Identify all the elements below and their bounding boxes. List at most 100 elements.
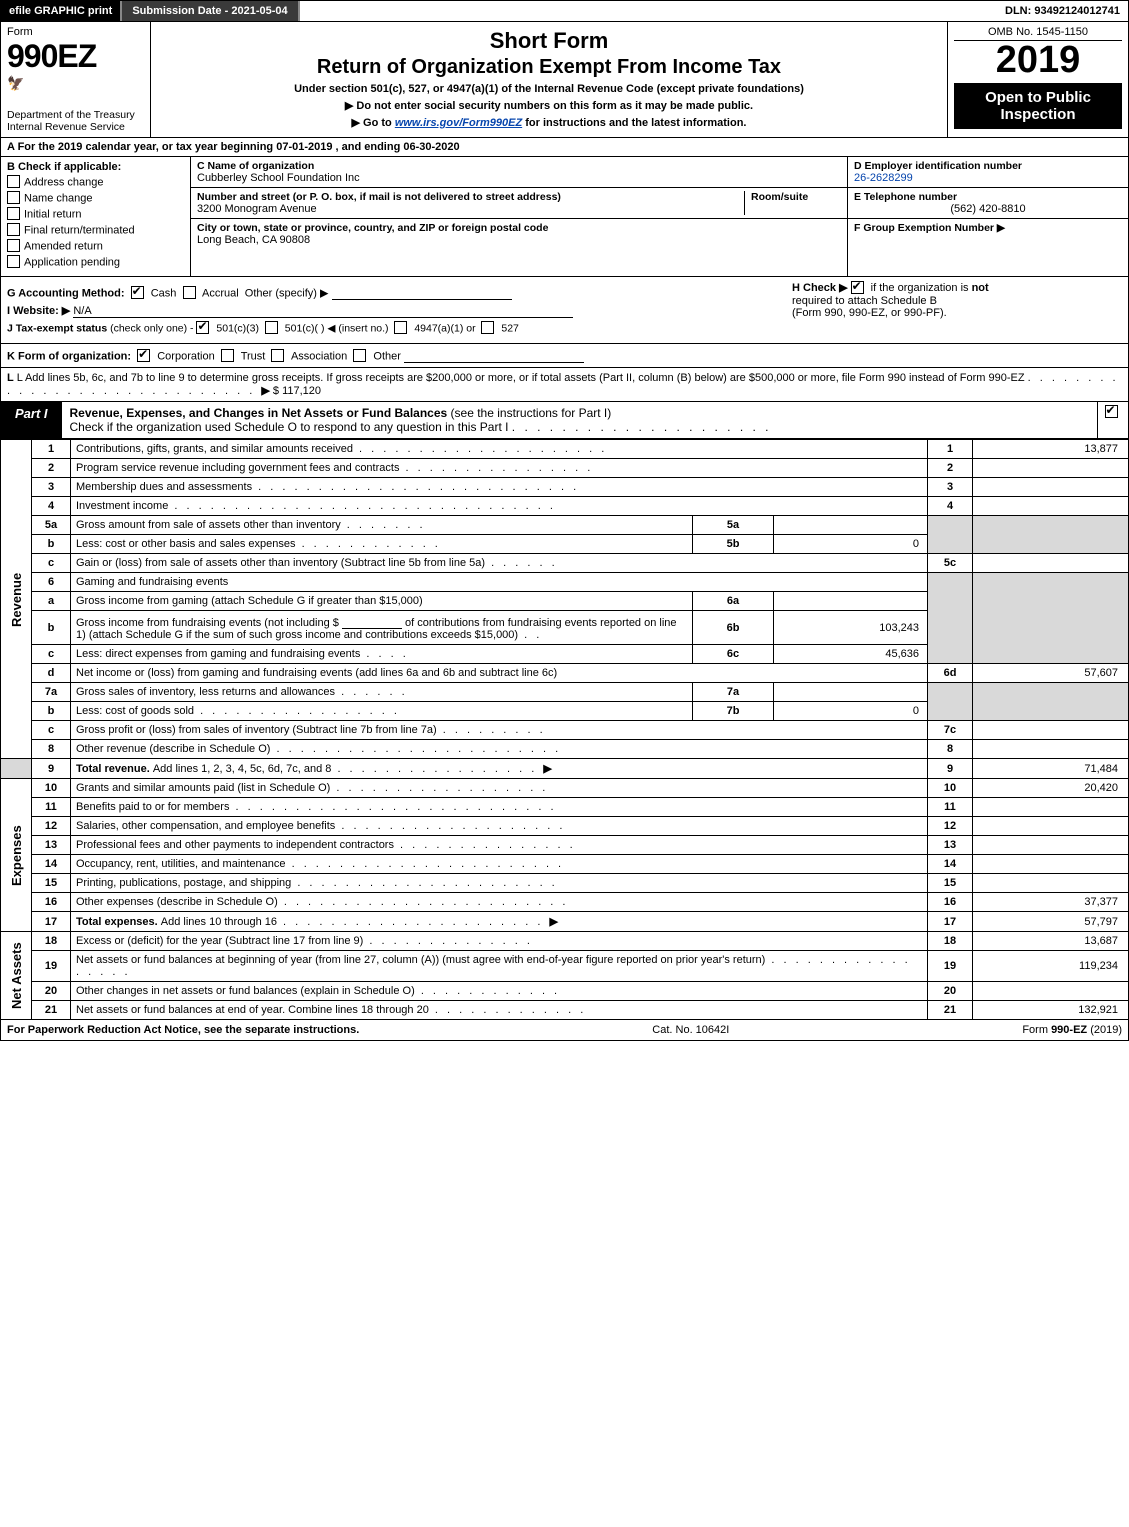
row-6d: d Net income or (loss) from gaming and f… <box>1 664 1129 683</box>
n8: 8 <box>32 740 71 759</box>
check-4947[interactable] <box>394 321 407 334</box>
n6b: b <box>32 611 71 645</box>
efile-graphic: GRAPHIC <box>34 5 85 17</box>
check-527[interactable] <box>481 321 494 334</box>
shade-7b <box>973 683 1129 721</box>
section-def: D Employer identification number 26-2628… <box>848 157 1128 276</box>
check-initial-return[interactable] <box>7 207 20 220</box>
amt5c <box>973 554 1129 573</box>
b-label: B Check if applicable: <box>7 161 121 173</box>
row-17: 17 Total expenses. Add lines 10 through … <box>1 912 1129 932</box>
submission-date: 2021-05-04 <box>231 5 287 17</box>
val6b: 103,243 <box>774 611 928 645</box>
shade-6b <box>973 573 1129 664</box>
d6d: Net income or (loss) from gaming and fun… <box>76 667 557 679</box>
j-527-label: 527 <box>501 322 519 334</box>
g-other-field[interactable] <box>332 285 512 300</box>
row-19: 19 Net assets or fund balances at beginn… <box>1 951 1129 982</box>
check-address-change[interactable] <box>7 175 20 188</box>
row-3: 3 Membership dues and assessments . . . … <box>1 478 1129 497</box>
check-schedule-o[interactable] <box>1105 405 1118 418</box>
check-corporation[interactable] <box>137 349 150 362</box>
j-501c3-label: 501(c)(3) <box>216 322 259 334</box>
check-amended-return[interactable] <box>7 239 20 252</box>
ein-value[interactable]: 26-2628299 <box>854 172 913 184</box>
ln5c: 5c <box>928 554 973 573</box>
row-5c: c Gain or (loss) from sale of assets oth… <box>1 554 1129 573</box>
amt15 <box>973 874 1129 893</box>
amt12 <box>973 817 1129 836</box>
k-other-field[interactable] <box>404 348 584 363</box>
n5a: 5a <box>32 516 71 535</box>
org-name: Cubberley School Foundation Inc <box>197 172 360 184</box>
d7a: Gross sales of inventory, less returns a… <box>76 686 335 698</box>
row-4: 4 Investment income . . . . . . . . . . … <box>1 497 1129 516</box>
n11: 11 <box>32 798 71 817</box>
check-501c[interactable] <box>265 321 278 334</box>
n6c: c <box>32 645 71 664</box>
row-15: 15 Printing, publications, postage, and … <box>1 874 1129 893</box>
amt4 <box>973 497 1129 516</box>
d6c: Less: direct expenses from gaming and fu… <box>76 648 360 660</box>
val5a <box>774 516 928 535</box>
c-label: C Name of organization <box>197 160 314 172</box>
part1-title: Revenue, Expenses, and Changes in Net As… <box>62 402 1097 438</box>
d17: Total expenses. <box>76 916 161 928</box>
j-501c-label: 501(c)( ) <box>285 322 325 334</box>
shade-5 <box>928 516 973 554</box>
phone-value: (562) 420-8810 <box>854 203 1122 215</box>
check-h[interactable] <box>851 281 864 294</box>
d4: Investment income <box>76 500 168 512</box>
part1-title-rest: (see the instructions for Part I) <box>451 406 612 420</box>
j-hint: (check only one) - <box>110 322 196 334</box>
check-accrual[interactable] <box>183 286 196 299</box>
d1: Contributions, gifts, grants, and simila… <box>76 443 353 455</box>
f-label: F Group Exemption Number ▶ <box>854 222 1005 234</box>
check-final-return[interactable] <box>7 223 20 236</box>
ln12: 12 <box>928 817 973 836</box>
j-label: J Tax-exempt status <box>7 322 110 334</box>
efile-label[interactable]: efile GRAPHIC print <box>1 1 120 21</box>
check-label-0: Address change <box>24 176 104 188</box>
d8: Other revenue (describe in Schedule O) <box>76 743 270 755</box>
check-label-1: Name change <box>24 192 93 204</box>
check-trust[interactable] <box>221 349 234 362</box>
d12: Salaries, other compensation, and employ… <box>76 820 335 832</box>
h-text3: (Form 990, 990-EZ, or 990-PF). <box>792 307 947 319</box>
dln-value: 93492124012741 <box>1034 5 1120 17</box>
line-g: G Accounting Method: Cash Accrual Other … <box>7 285 782 300</box>
row-7c: c Gross profit or (loss) from sales of i… <box>1 721 1129 740</box>
check-application-pending[interactable] <box>7 255 20 268</box>
ln7c: 7c <box>928 721 973 740</box>
ln4: 4 <box>928 497 973 516</box>
section-c-org: C Name of organization Cubberley School … <box>191 157 848 276</box>
check-association[interactable] <box>271 349 284 362</box>
h-label: H Check ▶ <box>792 282 848 294</box>
n19: 19 <box>32 951 71 982</box>
6b-blank[interactable] <box>342 614 402 629</box>
form-header: Form 990EZ 🦅 Department of the Treasury … <box>0 22 1129 138</box>
footer-form: 990-EZ <box>1051 1024 1087 1036</box>
irs-link[interactable]: www.irs.gov/Form990EZ <box>395 117 522 129</box>
check-501c3[interactable] <box>196 321 209 334</box>
d7c: Gross profit or (loss) from sales of inv… <box>76 724 437 736</box>
form-title-2: Return of Organization Exempt From Incom… <box>157 56 941 79</box>
amt1: 13,877 <box>973 440 1129 459</box>
check-cash[interactable] <box>131 286 144 299</box>
n7a: 7a <box>32 683 71 702</box>
n15: 15 <box>32 874 71 893</box>
amt11 <box>973 798 1129 817</box>
check-name-change[interactable] <box>7 191 20 204</box>
d5a: Gross amount from sale of assets other t… <box>76 519 341 531</box>
box6a: 6a <box>693 592 774 611</box>
ln18: 18 <box>928 932 973 951</box>
k-assoc-label: Association <box>291 350 347 362</box>
i-label: I Website: ▶ <box>7 305 70 317</box>
n6d: d <box>32 664 71 683</box>
check-other-org[interactable] <box>353 349 366 362</box>
amt19: 119,234 <box>973 951 1129 982</box>
city-label: City or town, state or province, country… <box>197 222 548 234</box>
k-trust-label: Trust <box>241 350 266 362</box>
room-label: Room/suite <box>751 191 808 203</box>
ln16: 16 <box>928 893 973 912</box>
